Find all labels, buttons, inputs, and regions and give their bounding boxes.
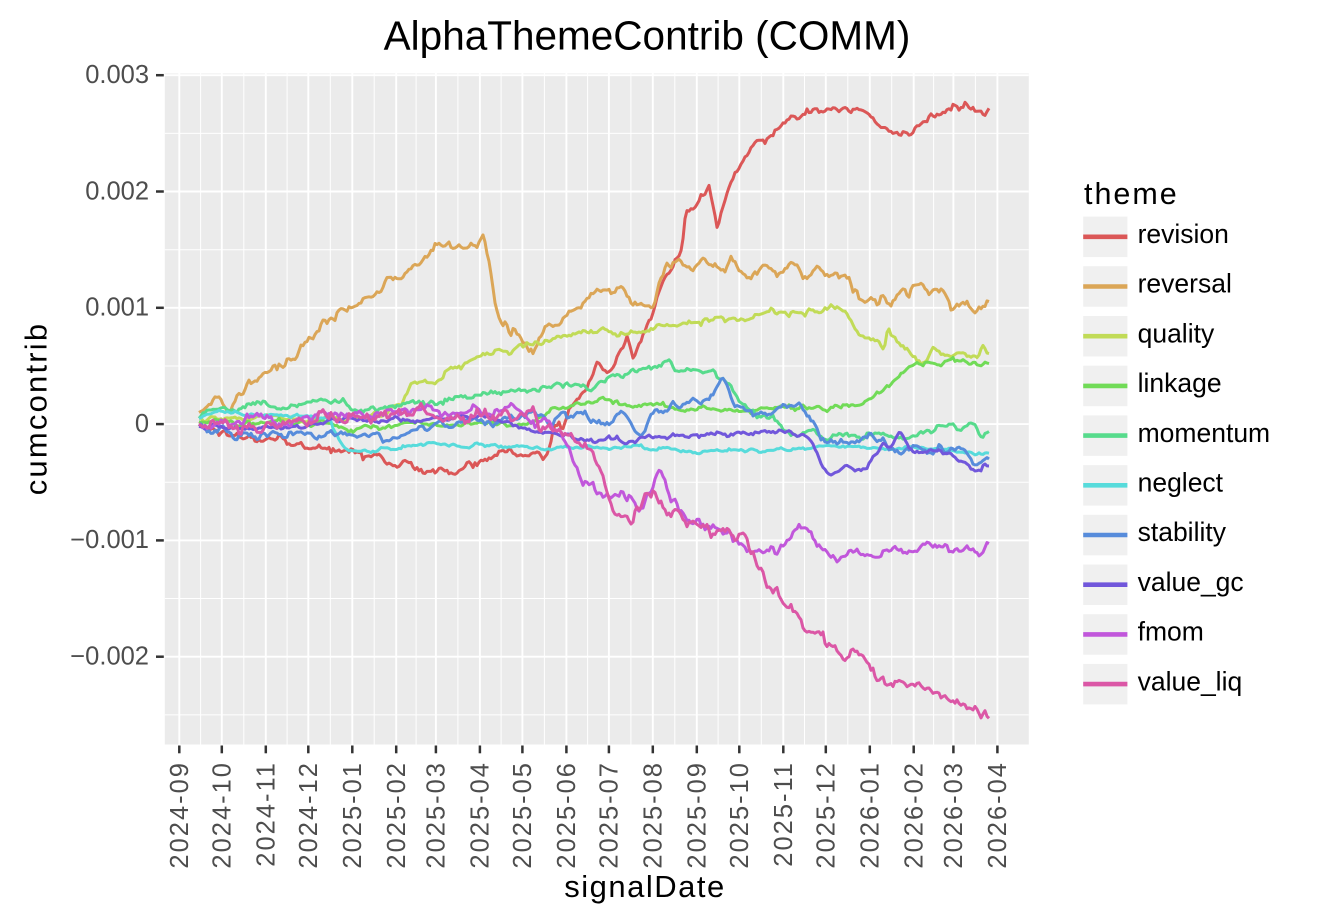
svg-text:2026-01: 2026-01 [857,761,885,869]
svg-text:cumcontrib: cumcontrib [19,322,54,496]
svg-text:2025-07: 2025-07 [596,761,624,869]
svg-text:2024-09: 2024-09 [166,761,194,869]
svg-text:value_gc: value_gc [1138,567,1244,597]
svg-text:2024-10: 2024-10 [209,761,237,869]
svg-text:quality: quality [1138,318,1215,348]
svg-text:AlphaThemeContrib (COMM): AlphaThemeContrib (COMM) [384,13,911,59]
svg-text:momentum: momentum [1138,418,1271,448]
svg-text:2025-10: 2025-10 [726,761,754,869]
svg-text:2025-09: 2025-09 [684,761,712,869]
svg-text:neglect: neglect [1138,468,1224,498]
svg-text:2025-11: 2025-11 [770,761,798,867]
svg-text:0.001: 0.001 [85,294,149,322]
svg-text:theme: theme [1084,177,1179,211]
svg-text:signalDate: signalDate [564,869,725,904]
svg-text:2024-11: 2024-11 [253,761,281,867]
svg-text:0.003: 0.003 [85,61,149,89]
svg-text:2025-06: 2025-06 [553,761,581,869]
svg-text:2025-05: 2025-05 [509,761,537,869]
svg-text:stability: stability [1138,517,1227,547]
svg-text:2025-08: 2025-08 [640,761,668,869]
svg-text:−0.001: −0.001 [70,526,149,554]
svg-text:2025-02: 2025-02 [383,761,411,869]
svg-text:value_liq: value_liq [1138,666,1243,696]
svg-text:2024-12: 2024-12 [295,761,323,869]
svg-text:2025-12: 2025-12 [813,761,841,869]
svg-text:revision: revision [1138,219,1229,249]
svg-text:2025-01: 2025-01 [339,761,367,869]
svg-text:2025-04: 2025-04 [467,761,495,869]
svg-text:2026-02: 2026-02 [901,761,929,869]
svg-text:reversal: reversal [1138,269,1232,299]
svg-text:0: 0 [135,410,149,438]
svg-text:0.002: 0.002 [85,177,149,205]
svg-text:−0.002: −0.002 [70,643,149,671]
svg-text:fmom: fmom [1138,617,1204,647]
svg-text:2026-03: 2026-03 [940,761,968,869]
svg-text:linkage: linkage [1138,368,1222,398]
svg-text:2025-03: 2025-03 [423,761,451,869]
svg-text:2026-04: 2026-04 [984,761,1012,869]
